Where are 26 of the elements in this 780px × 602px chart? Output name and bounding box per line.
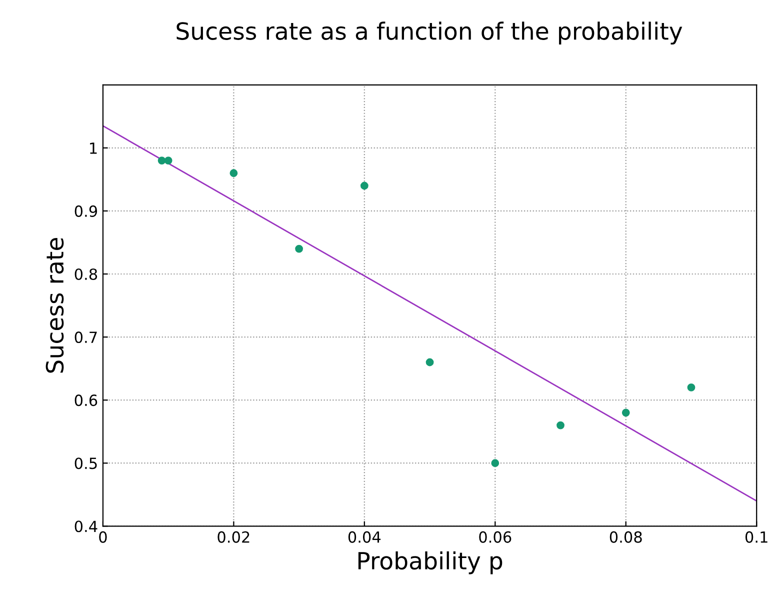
point	[687, 384, 696, 392]
x-tick-label: 0.06	[479, 531, 512, 543]
y-tick-label: 0.7	[74, 332, 97, 344]
point	[491, 459, 500, 468]
point	[556, 421, 564, 430]
point	[230, 169, 238, 178]
y-tick-label: 0.6	[74, 394, 98, 406]
x-tick-label: 0.08	[610, 531, 642, 543]
y-tick-label: 0.8	[74, 268, 98, 280]
point	[164, 156, 172, 164]
y-tick-label: 0.5	[74, 458, 97, 470]
y-axis-title: Sucess rate	[46, 238, 64, 373]
chart-title: Sucess rate as a function of the probability	[176, 22, 682, 45]
point	[360, 182, 368, 190]
x-tick-label: 0.02	[218, 531, 250, 543]
point	[295, 244, 304, 253]
x-tick-label: 0	[99, 531, 107, 543]
y-tick-label: 0.4	[74, 520, 98, 532]
point	[426, 358, 434, 366]
y-tick-label: 1	[90, 142, 97, 154]
x-tick-label: 0.04	[348, 531, 381, 543]
point	[622, 408, 630, 417]
x-tick-label: 0.1	[745, 531, 768, 543]
y-tick-label: 0.9	[74, 205, 98, 217]
point	[158, 156, 166, 164]
x-axis-title: Probability p	[358, 551, 502, 574]
